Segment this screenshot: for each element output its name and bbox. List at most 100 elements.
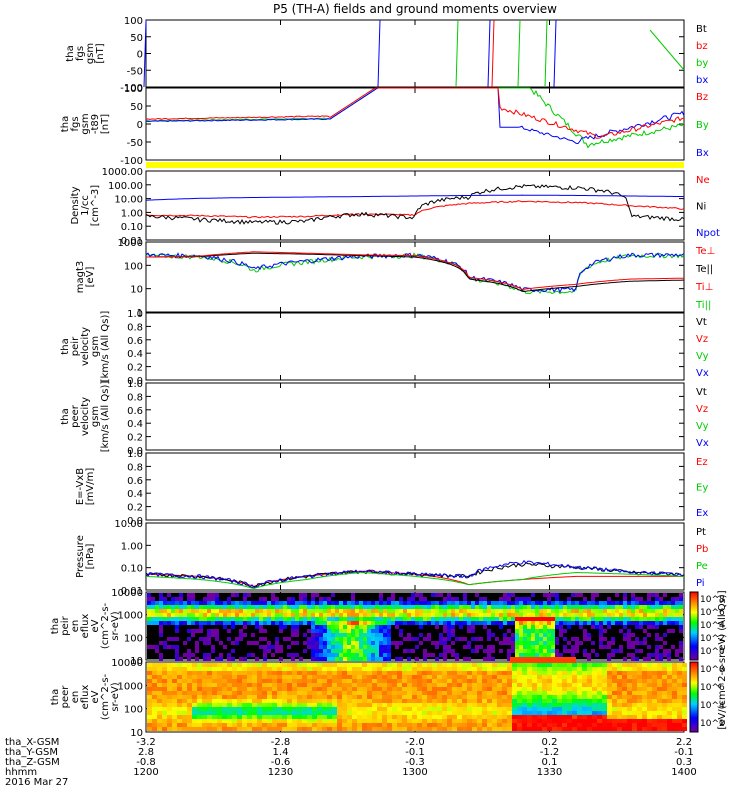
spectrogram-cell bbox=[479, 617, 483, 621]
spectrogram-cell bbox=[322, 695, 327, 699]
spectrogram-cell bbox=[537, 691, 542, 695]
spectrogram-cell bbox=[191, 633, 195, 637]
spectrogram-cell bbox=[392, 711, 397, 715]
spectrogram-cell bbox=[252, 691, 257, 695]
spectrogram-cell bbox=[647, 691, 652, 695]
spectrogram-cell bbox=[595, 625, 599, 629]
spectrogram-cell bbox=[303, 621, 307, 625]
spectrogram-cell bbox=[251, 601, 255, 605]
spectrogram-cell bbox=[367, 727, 372, 731]
spectrogram-cell bbox=[277, 707, 282, 711]
spectrogram-cell bbox=[432, 687, 437, 691]
spectrogram-cell bbox=[615, 609, 619, 613]
spectrogram-cell bbox=[203, 613, 207, 617]
spectrogram-cell bbox=[527, 649, 531, 653]
spectrogram-cell bbox=[347, 667, 352, 671]
spectrogram-cell bbox=[247, 663, 252, 667]
spectrogram-cell bbox=[257, 711, 262, 715]
spectrogram-cell bbox=[207, 671, 212, 675]
spectrogram-cell bbox=[392, 679, 397, 683]
spectrogram-cell bbox=[262, 715, 267, 719]
spectrogram-cell bbox=[317, 711, 322, 715]
spectrogram-cell bbox=[287, 605, 291, 609]
spectrogram-cell bbox=[415, 609, 419, 613]
spectrogram-cell bbox=[567, 695, 572, 699]
spectrogram-cell bbox=[647, 675, 652, 679]
spectrogram-cell bbox=[672, 703, 677, 707]
spectrogram-cell bbox=[679, 617, 683, 621]
spectrogram-cell bbox=[203, 657, 207, 661]
spectrogram-cell bbox=[607, 653, 611, 657]
spectrogram-cell bbox=[643, 621, 647, 625]
spectrogram-cell bbox=[467, 707, 472, 711]
spectrogram-cell bbox=[307, 645, 311, 649]
spectrogram-cell bbox=[211, 617, 215, 621]
y-axis-label: tha fgs gsm [nT] bbox=[65, 43, 106, 64]
spectrogram-cell bbox=[422, 679, 427, 683]
spectrogram-cell bbox=[307, 723, 312, 727]
spectrogram-cell bbox=[447, 707, 452, 711]
spectrogram-cell bbox=[243, 613, 247, 617]
spectrogram-cell bbox=[455, 597, 459, 601]
spectrogram-cell bbox=[397, 711, 402, 715]
spectrogram-cell bbox=[175, 617, 179, 621]
spectrogram-cell bbox=[587, 601, 591, 605]
spectrogram-cell bbox=[147, 719, 152, 723]
spectrogram-cell bbox=[232, 671, 237, 675]
spectrogram-cell bbox=[471, 613, 475, 617]
spectrogram-cell bbox=[215, 613, 219, 617]
spectrogram-cell bbox=[171, 597, 175, 601]
spectrogram-cell bbox=[422, 719, 427, 723]
spectrogram-cell bbox=[515, 617, 519, 621]
spectrogram-cell bbox=[282, 667, 287, 671]
spectrogram-cell bbox=[382, 663, 387, 667]
spectrogram-cell bbox=[462, 695, 467, 699]
spectrogram-cell bbox=[352, 675, 357, 679]
spectrogram-cell bbox=[622, 671, 627, 675]
spectrogram-cell bbox=[367, 625, 371, 629]
spectrogram-cell bbox=[323, 633, 327, 637]
spectrogram-cell bbox=[657, 703, 662, 707]
spectrogram-cell bbox=[172, 711, 177, 715]
trace-spike bbox=[491, 19, 495, 88]
spectrogram-cell bbox=[212, 687, 217, 691]
spectrogram-cell bbox=[657, 683, 662, 687]
spectrogram-cell bbox=[657, 691, 662, 695]
spectrogram-cell bbox=[187, 707, 192, 711]
spectrogram-cell bbox=[392, 719, 397, 723]
spectrogram-cell bbox=[212, 699, 217, 703]
spectrogram-cell bbox=[202, 671, 207, 675]
spectrogram-cell bbox=[502, 719, 507, 723]
spectrogram-cell bbox=[467, 625, 471, 629]
spectrogram-cell bbox=[539, 621, 543, 625]
spectrogram-cell bbox=[331, 637, 335, 641]
spectrogram-cell bbox=[447, 613, 451, 617]
spectrogram-cell bbox=[467, 679, 472, 683]
spectrogram-cell bbox=[672, 675, 677, 679]
spectrogram-cell bbox=[191, 617, 195, 621]
spectrogram-cell bbox=[539, 633, 543, 637]
spectrogram-cell bbox=[387, 605, 391, 609]
spectrogram-cell bbox=[297, 715, 302, 719]
spectrogram-cell bbox=[282, 707, 287, 711]
spectrogram-cell bbox=[643, 601, 647, 605]
spectrogram-cell bbox=[212, 695, 217, 699]
spectrogram-cell bbox=[422, 703, 427, 707]
spectrogram-cell bbox=[223, 613, 227, 617]
spectrogram-cell bbox=[327, 645, 331, 649]
y-axis-label-line: tha bbox=[60, 408, 71, 424]
spectrogram-cell bbox=[319, 621, 323, 625]
y-axis-label: Density 1/cc [cm^-3] bbox=[70, 185, 101, 226]
spectrogram-cell bbox=[559, 601, 563, 605]
spectrogram-cell bbox=[247, 719, 252, 723]
spectrogram-cell bbox=[372, 695, 377, 699]
spectrogram-cell bbox=[347, 663, 352, 667]
spectrogram-cell bbox=[163, 641, 167, 645]
spectrogram-cell bbox=[347, 641, 351, 645]
spectrogram-cell bbox=[583, 637, 587, 641]
spectrogram-cell bbox=[382, 695, 387, 699]
y-tick-label: 0.01 bbox=[121, 586, 143, 597]
spectrogram-cell bbox=[342, 663, 347, 667]
spectrogram-cell bbox=[371, 617, 375, 621]
spectrogram-cell bbox=[242, 671, 247, 675]
